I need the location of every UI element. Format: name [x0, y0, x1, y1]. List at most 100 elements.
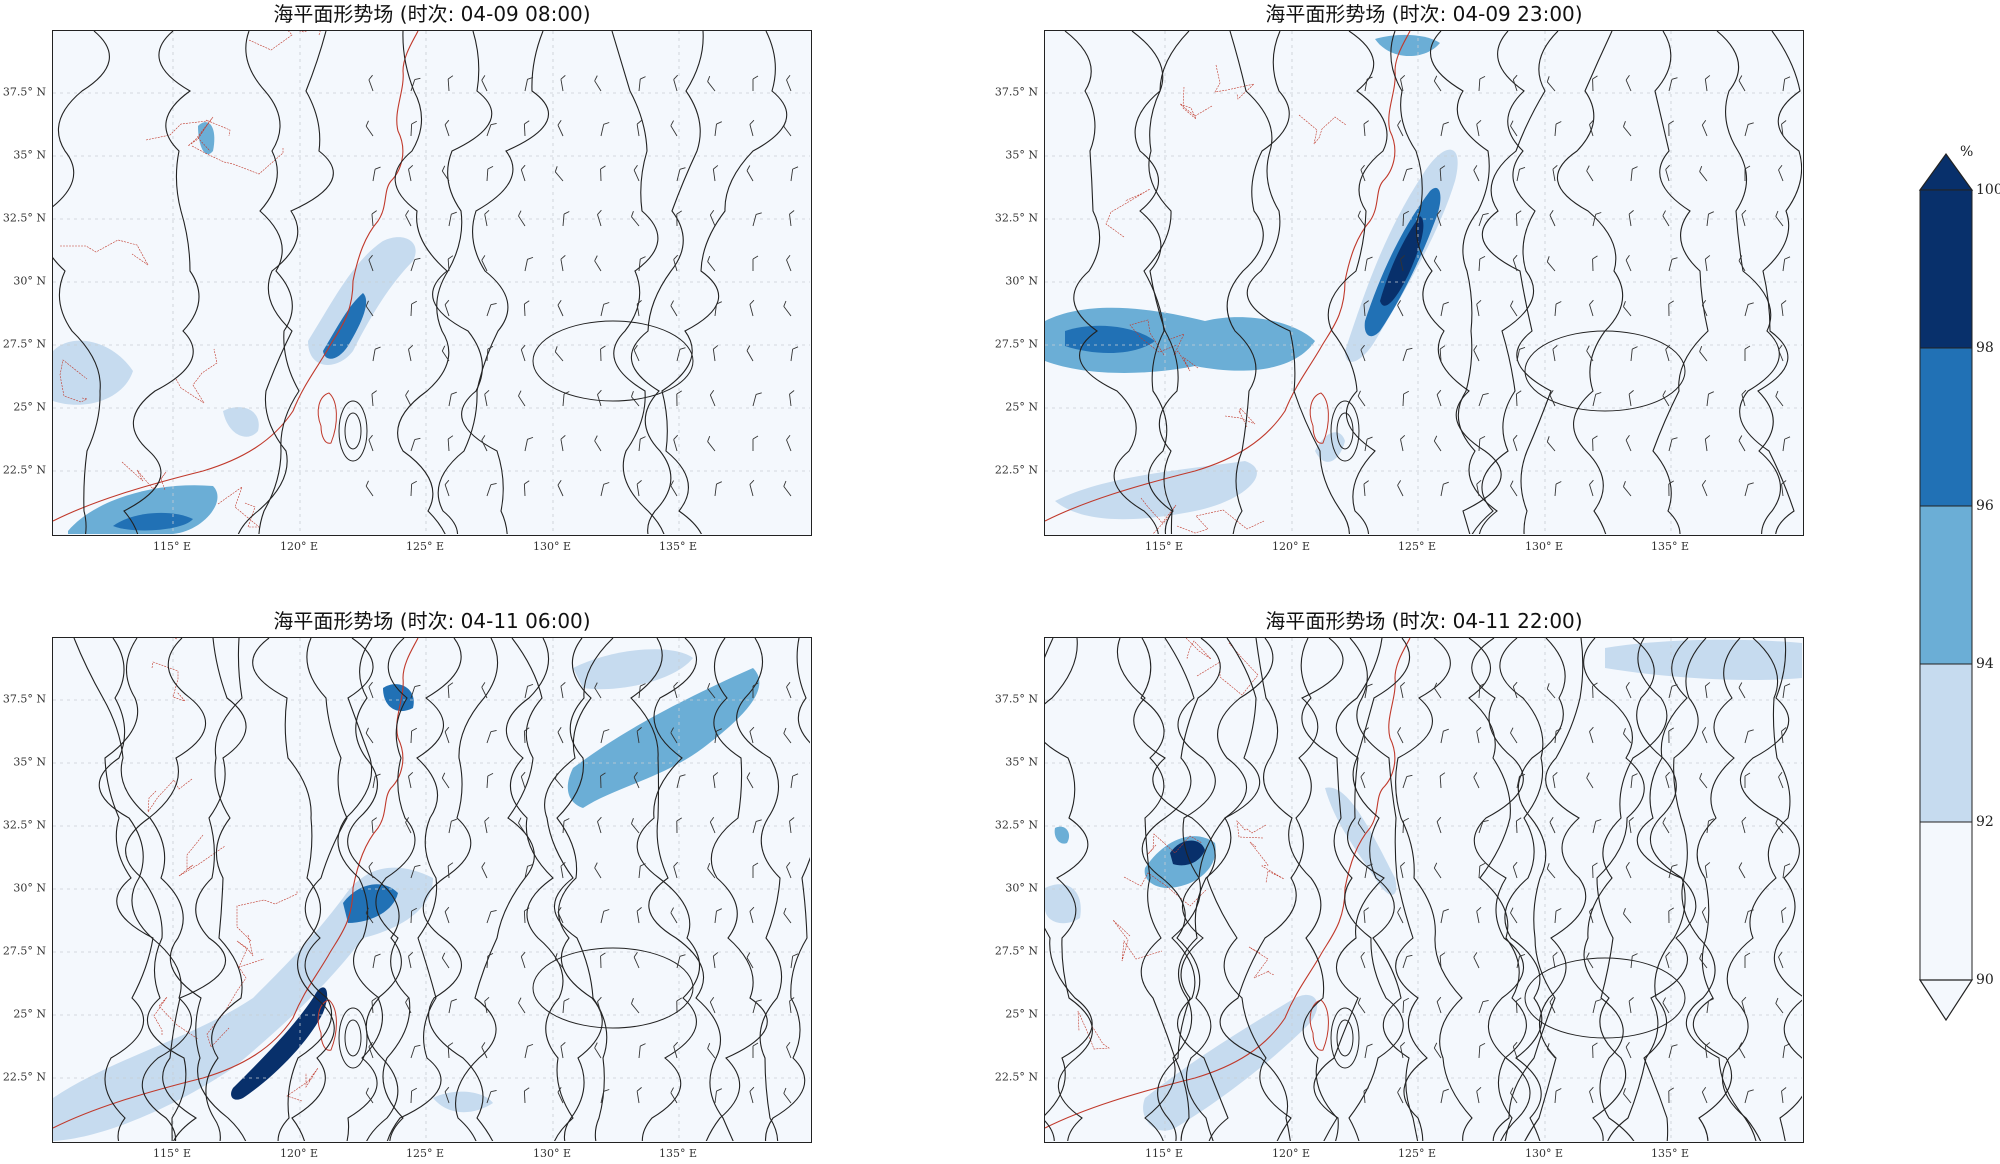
wind-barb	[783, 907, 792, 924]
wind-barb	[1738, 682, 1746, 699]
wind-barb	[1592, 75, 1598, 92]
isobar	[422, 638, 499, 1141]
isobar	[344, 412, 362, 450]
wind-barb	[484, 816, 490, 834]
wind-barb	[1364, 256, 1373, 272]
wind-barb	[1625, 862, 1632, 879]
isobar	[394, 31, 508, 534]
wind-barb	[1478, 213, 1489, 227]
province-border	[1298, 114, 1347, 145]
lat-tick-label: 22.5° N	[994, 1070, 1038, 1084]
wind-barb	[714, 301, 722, 317]
isobar	[1524, 957, 1686, 1039]
wind-barb	[600, 1089, 610, 1104]
wind-barb	[560, 682, 566, 699]
wind-barb	[1706, 998, 1714, 1014]
wind-barb	[638, 1043, 646, 1059]
wind-barb	[1782, 863, 1791, 879]
coastline	[317, 999, 337, 1051]
wind-barb	[1549, 817, 1556, 834]
coastline	[1045, 638, 1411, 1129]
lat-tick-label: 25° N	[13, 1007, 46, 1021]
wind-barb	[365, 480, 374, 497]
wind-barb	[636, 120, 642, 137]
wind-barb	[444, 906, 450, 924]
province-border	[121, 461, 167, 491]
wind-barb	[448, 211, 457, 227]
wind-barb	[1592, 819, 1602, 834]
wind-barb	[523, 300, 530, 317]
colorbar-unit: %	[1960, 144, 1974, 160]
wind-barb	[1668, 480, 1674, 497]
wind-barb	[1515, 997, 1522, 1014]
wind-barb	[410, 257, 421, 272]
wind-barb	[1554, 908, 1562, 924]
province-border	[191, 145, 284, 175]
wind-barb	[676, 390, 682, 407]
wind-barb	[1589, 299, 1594, 317]
coastline	[317, 392, 337, 444]
wind-barb	[709, 816, 716, 834]
wind-barb	[712, 345, 719, 362]
wind-barb	[1357, 997, 1366, 1014]
wind-barb	[371, 390, 377, 407]
isobar	[1140, 638, 1190, 1141]
wind-barb	[676, 347, 686, 362]
province-border	[1105, 188, 1151, 238]
wind-barb	[365, 1087, 374, 1104]
isobar	[252, 638, 335, 1141]
wind-barb	[1586, 772, 1594, 789]
lon-tick-label: 125° E	[1397, 540, 1437, 553]
wind-barb	[1397, 120, 1404, 137]
wind-barb	[1704, 682, 1711, 699]
wind-barb	[673, 1041, 679, 1059]
lon-tick-label: 120° E	[1271, 540, 1311, 553]
wind-barb	[560, 255, 566, 272]
wind-barb	[1744, 482, 1754, 497]
wind-barb	[1476, 726, 1482, 744]
wind-barb	[486, 483, 497, 497]
wind-barb	[557, 907, 564, 924]
wind-barb	[560, 75, 566, 92]
province-border	[1112, 919, 1163, 962]
coastline	[53, 638, 419, 1129]
wind-barb	[518, 997, 526, 1014]
wind-barb	[670, 907, 678, 924]
wind-barb	[1552, 772, 1558, 789]
colorbar-tick: 100	[1976, 182, 2000, 198]
wind-barb	[1546, 683, 1556, 699]
wind-barb	[633, 772, 640, 789]
province-border	[1176, 509, 1265, 534]
isobar	[277, 638, 348, 1141]
wind-barb	[712, 165, 719, 182]
wind-barb	[524, 436, 534, 452]
wind-barb	[1476, 299, 1482, 317]
wind-barb	[1515, 210, 1522, 227]
map-svg	[53, 638, 810, 1141]
wind-barb	[1439, 952, 1446, 969]
isobar	[1134, 31, 1190, 534]
wind-barb	[447, 862, 454, 879]
wind-barb	[1363, 120, 1369, 137]
province-border	[187, 116, 214, 152]
humidity-region	[323, 293, 367, 359]
wind-barb	[410, 77, 421, 92]
isobar	[1673, 638, 1757, 1141]
wind-barb	[1402, 774, 1413, 789]
wind-barb	[1592, 392, 1602, 407]
isobar	[630, 31, 704, 534]
map-svg	[53, 31, 810, 534]
wind-barb	[594, 255, 602, 272]
wind-barb	[365, 120, 374, 137]
wind-barb	[1549, 210, 1556, 227]
isobar	[1499, 638, 1544, 1141]
lat-tick-label: 25° N	[13, 400, 46, 414]
lat-tick-label: 30° N	[1005, 274, 1038, 288]
wind-barb	[1665, 771, 1671, 789]
wind-barb	[1552, 165, 1558, 182]
province-border	[236, 891, 298, 942]
wind-barb	[441, 165, 450, 182]
isobar	[1632, 638, 1686, 1141]
wind-barb	[368, 434, 374, 452]
wind-barb	[1554, 121, 1562, 137]
